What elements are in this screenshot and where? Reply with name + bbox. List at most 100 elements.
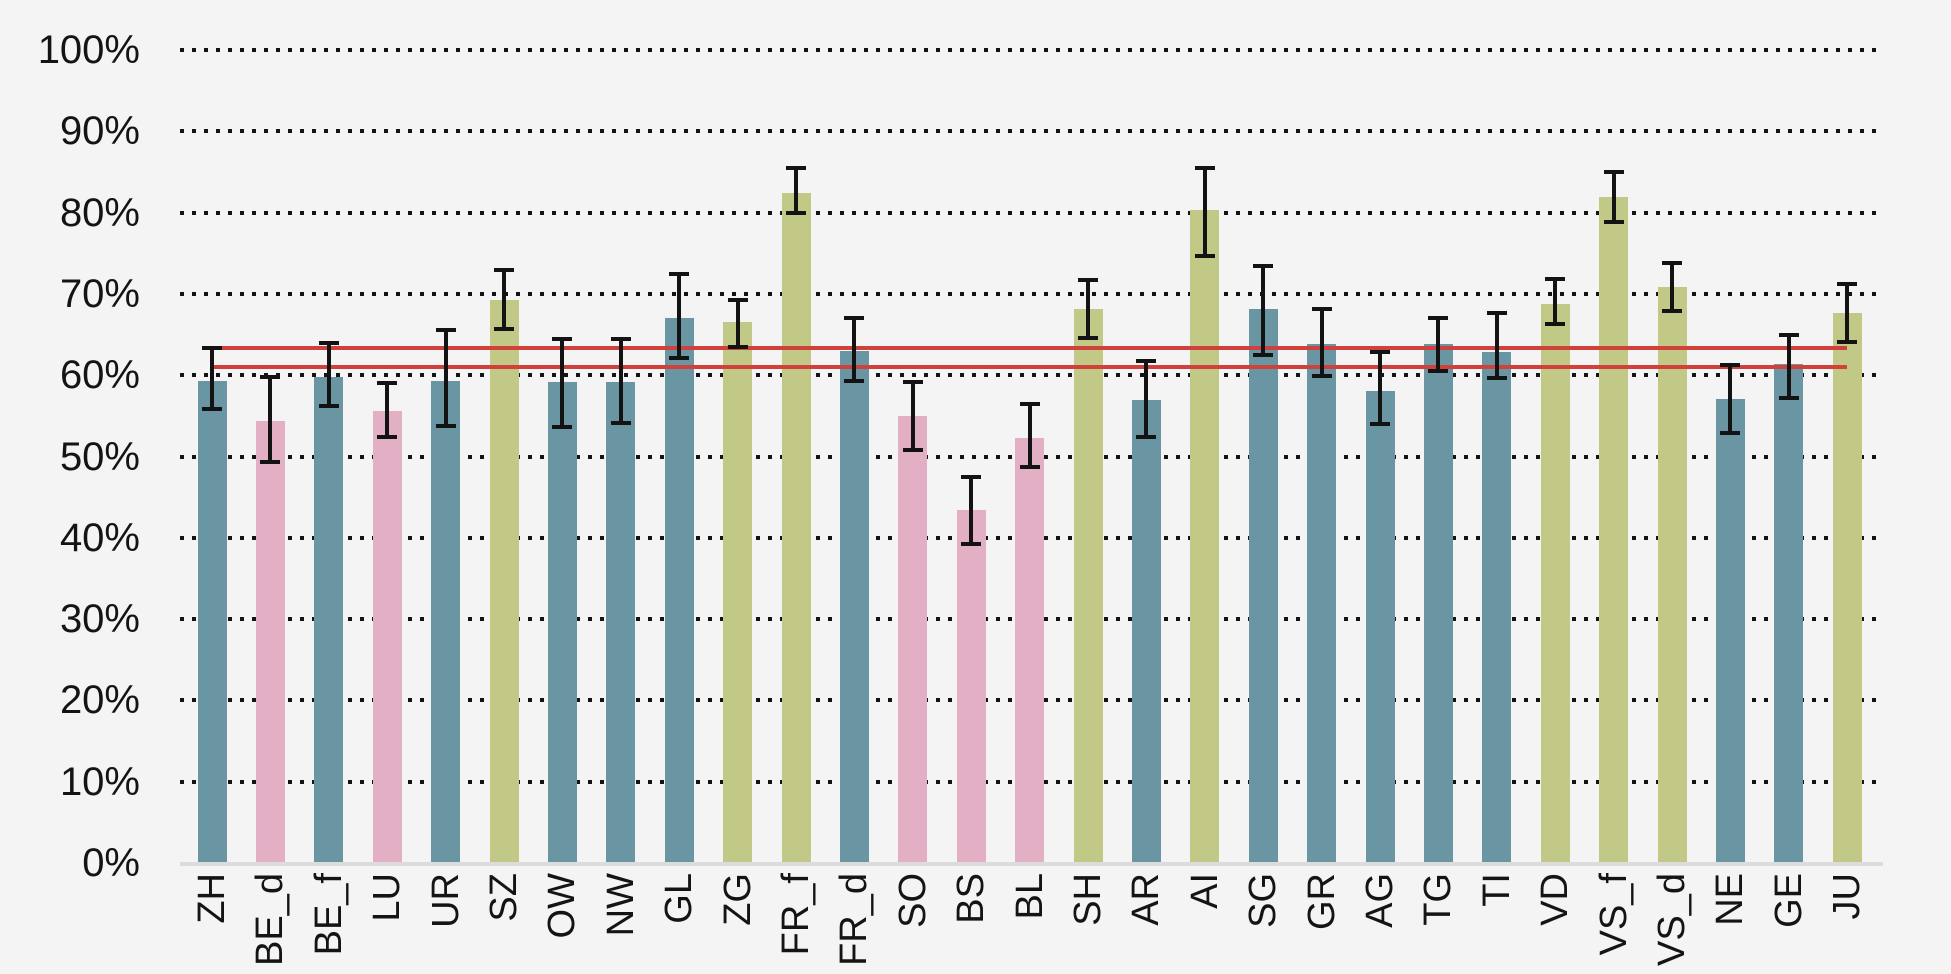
x-tick-label-ZH: ZH [191, 873, 233, 924]
error-cap-low-AR [1136, 434, 1157, 439]
error-cap-high-UR [435, 327, 456, 332]
bar-SG [1248, 308, 1278, 863]
bar-TI [1482, 351, 1512, 863]
gridline-80 [180, 210, 1878, 215]
error-cap-low-ZG [727, 344, 748, 349]
x-tick-label-FR_d: FR_d [833, 873, 876, 966]
error-cap-high-OW [552, 336, 573, 341]
bar-NW [606, 381, 636, 863]
error-bar-ZG [735, 300, 740, 347]
error-cap-high-TG [1428, 316, 1449, 321]
bar-TG [1423, 343, 1453, 863]
x-tick-label-LU: LU [366, 873, 409, 922]
x-tick-label-AI: AI [1183, 873, 1226, 909]
error-cap-high-TI [1486, 311, 1507, 316]
bar-BL [1015, 437, 1045, 863]
error-bar-AG [1378, 352, 1382, 424]
error-cap-low-SO [902, 447, 923, 452]
x-tick-label-GE: GE [1767, 873, 1810, 928]
error-cap-high-VS_f [1603, 169, 1624, 174]
error-cap-high-NW [610, 336, 631, 341]
error-bar-GL [677, 274, 682, 359]
y-tick-label: 30% [59, 597, 140, 642]
error-cap-high-SO [902, 379, 923, 384]
bar-BS [956, 510, 986, 863]
error-cap-low-OW [552, 425, 573, 430]
gridline-100 [180, 48, 1878, 52]
error-cap-low-UR [435, 424, 456, 429]
error-cap-high-AI [1194, 165, 1215, 170]
bar-FR_d [839, 350, 869, 863]
bar-LU [372, 410, 402, 863]
error-cap-high-BL [1019, 401, 1040, 406]
error-cap-high-AG [1370, 350, 1390, 355]
x-tick-label-BE_d: BE_d [249, 873, 292, 966]
bar-FR_f [781, 193, 811, 863]
error-cap-high-AR [1136, 358, 1157, 363]
error-bar-SZ [502, 270, 506, 329]
y-tick-label: 50% [59, 434, 140, 479]
x-tick-label-FR_f: FR_f [775, 873, 817, 956]
error-cap-high-VS_d [1662, 261, 1682, 265]
bar-SO [898, 415, 928, 863]
error-cap-high-GL [669, 272, 690, 277]
bar-BE_f [314, 376, 344, 863]
error-cap-low-BL [1019, 465, 1040, 470]
error-cap-low-FR_d [844, 378, 865, 383]
bar-NE [1715, 398, 1745, 863]
error-bar-LU [385, 382, 390, 437]
error-cap-high-SG [1253, 264, 1274, 269]
error-bar-BL [1027, 403, 1032, 468]
error-bar-GE [1786, 334, 1791, 398]
x-tick-label-TI: TI [1475, 873, 1518, 907]
error-cap-low-VS_f [1603, 219, 1624, 224]
lower-mean-line [212, 365, 1848, 370]
error-bar-OW [560, 338, 565, 428]
bar-SH [1073, 308, 1103, 863]
error-cap-low-TG [1428, 369, 1449, 374]
bar-ZG [723, 321, 753, 863]
x-tick-label-VS_d: VS_d [1651, 873, 1693, 966]
error-bar-BS [969, 476, 974, 545]
error-cap-low-BE_f [318, 404, 339, 409]
gridline-60 [180, 373, 1878, 378]
y-tick-label: 0% [82, 841, 140, 885]
error-cap-low-NE [1720, 430, 1741, 435]
error-bar-GR [1319, 308, 1324, 376]
y-tick-label: 90% [59, 109, 140, 154]
error-cap-high-VD [1545, 277, 1566, 282]
bar-SZ [489, 299, 519, 863]
x-tick-label-SZ: SZ [483, 873, 525, 922]
error-cap-high-BE_d [260, 374, 281, 379]
y-tick-label: 80% [59, 190, 140, 235]
error-bar-BE_f [326, 342, 331, 407]
bar-VD [1540, 304, 1570, 863]
error-cap-low-FR_f [786, 210, 806, 215]
y-tick-label: 100% [37, 28, 140, 72]
bar-VS_f [1599, 197, 1629, 863]
y-tick-label: 70% [59, 271, 140, 316]
error-bar-TG [1436, 318, 1441, 372]
error-cap-low-BS [961, 542, 982, 547]
error-cap-low-AI [1194, 253, 1215, 258]
error-cap-low-SH [1078, 335, 1098, 340]
bar-JU [1832, 312, 1862, 863]
bar-ZH [197, 380, 227, 863]
error-cap-high-GE [1778, 332, 1799, 337]
error-bar-SH [1086, 280, 1090, 338]
error-cap-high-BE_f [318, 340, 339, 345]
upper-mean-line [212, 346, 1848, 351]
error-cap-high-FR_f [786, 165, 806, 170]
error-bar-NW [618, 338, 623, 424]
bar-GL [664, 318, 694, 863]
error-cap-low-GL [669, 356, 690, 361]
bar-UR [431, 380, 461, 863]
error-cap-high-NE [1720, 363, 1741, 368]
x-tick-label-AG: AG [1359, 873, 1401, 928]
x-tick-label-SH: SH [1067, 873, 1109, 926]
error-bar-AR [1144, 360, 1149, 437]
plot-area [180, 48, 1880, 863]
bar-OW [547, 381, 577, 863]
error-cap-high-SZ [494, 268, 514, 273]
error-bar-TI [1494, 313, 1499, 378]
